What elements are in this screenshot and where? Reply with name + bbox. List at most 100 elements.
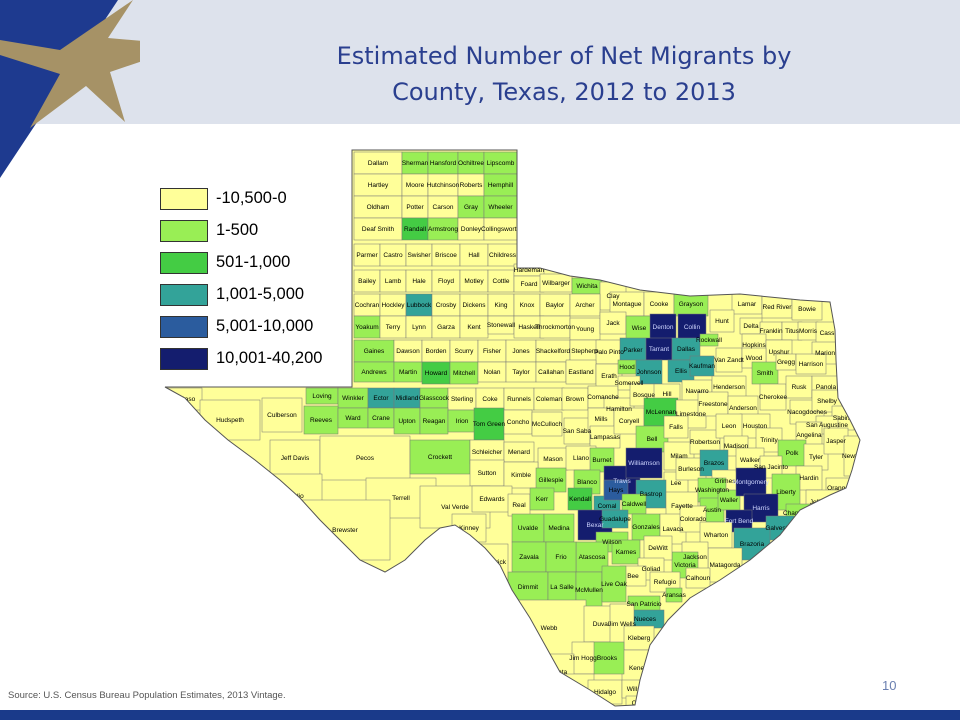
county-label: Kent bbox=[467, 324, 481, 331]
county-label: Jasper bbox=[826, 438, 846, 445]
county-label: Concho bbox=[507, 419, 530, 426]
county-label: Wichita bbox=[576, 283, 598, 290]
header-star-decoration bbox=[0, 0, 140, 178]
legend-label: 1,001-5,000 bbox=[216, 285, 305, 303]
county-label: Grayson bbox=[679, 301, 704, 308]
county-label: Hunt bbox=[715, 318, 729, 325]
county-label: Ward bbox=[345, 415, 361, 422]
county-label: Donley bbox=[461, 226, 482, 233]
county-la-salle bbox=[547, 571, 577, 603]
county-label: Tyler bbox=[809, 454, 824, 461]
county-brooks bbox=[589, 641, 625, 675]
county-label: Hidalgo bbox=[594, 689, 616, 696]
county-label: Collin bbox=[684, 324, 701, 331]
legend-label: 5,001-10,000 bbox=[216, 317, 314, 335]
county-karnes bbox=[611, 539, 641, 565]
county-label: Hemphill bbox=[488, 182, 514, 189]
county-label: Robertson bbox=[690, 439, 720, 446]
county-label: Red River bbox=[763, 304, 793, 311]
county-label: Kendall bbox=[569, 496, 591, 503]
county-label: Bee bbox=[627, 573, 639, 580]
county-label: Coryell bbox=[619, 418, 640, 425]
county-label: Blanco bbox=[577, 479, 597, 486]
county-label: Lavaca bbox=[663, 526, 684, 533]
county-label: Dickens bbox=[462, 302, 486, 309]
county-label: Galveston bbox=[765, 525, 795, 532]
county-harrison bbox=[795, 353, 827, 375]
county-label: Waller bbox=[720, 497, 739, 504]
county-label: Lee bbox=[671, 480, 682, 487]
county-label: Dallas bbox=[677, 346, 696, 353]
header-band bbox=[0, 0, 960, 124]
county-label: Parmer bbox=[356, 252, 378, 259]
county-label: Terrell bbox=[392, 495, 410, 502]
county-label: Houston bbox=[743, 423, 768, 430]
county-label: Brazos bbox=[704, 460, 725, 467]
county-label: Mason bbox=[543, 456, 563, 463]
county-label: Rockwall bbox=[696, 337, 723, 344]
county-label: Archer bbox=[575, 302, 595, 309]
county-label: Taylor bbox=[512, 369, 530, 376]
county-bell bbox=[635, 425, 669, 453]
county-label: Bosque bbox=[633, 392, 655, 399]
county-label: Comanche bbox=[587, 394, 619, 401]
county-rockwall bbox=[699, 333, 719, 347]
county-label: Lamar bbox=[738, 301, 757, 308]
county-label: Aransas bbox=[662, 592, 687, 599]
county-label: Deaf Smith bbox=[362, 226, 395, 233]
county-label: Liberty bbox=[776, 489, 796, 496]
county-label: Fort Bend bbox=[725, 518, 754, 525]
county-label: Sutton bbox=[478, 470, 497, 477]
county-label: Harris bbox=[752, 505, 770, 512]
county-label: Wilson bbox=[602, 539, 622, 546]
county-label: Gaines bbox=[364, 348, 385, 355]
title-line-2: County, Texas, 2012 to 2013 bbox=[392, 78, 736, 106]
county-label: Erath bbox=[601, 373, 617, 380]
county-dewitt bbox=[643, 535, 673, 561]
county-label: Palo Pinto bbox=[594, 349, 624, 356]
county-label: Cottle bbox=[493, 278, 510, 285]
county-label: Haskell bbox=[518, 324, 540, 331]
county-label: Victoria bbox=[674, 562, 696, 569]
county-label: Moore bbox=[406, 182, 425, 189]
legend-row: 501-1,000 bbox=[160, 252, 360, 276]
county-label: Fisher bbox=[483, 348, 502, 355]
county-label: Pecos bbox=[356, 455, 375, 462]
title-line-1: Estimated Number of Net Migrants by bbox=[336, 42, 792, 70]
county-palo-pinto bbox=[595, 339, 623, 365]
county-label: Hudspeth bbox=[216, 417, 244, 424]
county-label: Wilbarger bbox=[542, 280, 571, 287]
county-label: DeWitt bbox=[648, 545, 668, 552]
county-label: Hale bbox=[412, 278, 426, 285]
county-label: Reagan bbox=[423, 418, 446, 425]
county-label: Throckmorton bbox=[535, 324, 575, 331]
county-label: Briscoe bbox=[435, 252, 457, 259]
county-label: Wharton bbox=[704, 532, 729, 539]
county-label: Coke bbox=[482, 396, 498, 403]
county-label: Hockley bbox=[381, 302, 405, 309]
county-label: Montague bbox=[613, 301, 642, 308]
county-label: Winkler bbox=[342, 395, 365, 402]
county-label: Denton bbox=[653, 324, 674, 331]
county-label: Dallam bbox=[368, 160, 388, 167]
county-label: Willacy bbox=[627, 686, 648, 693]
county-label: Marion bbox=[815, 350, 835, 357]
county-label: Cochran bbox=[355, 302, 380, 309]
county-label: Shelby bbox=[817, 398, 838, 405]
county-label: Young bbox=[576, 326, 595, 333]
county-label: Jones bbox=[512, 348, 530, 355]
county-label: Kaufman bbox=[689, 363, 715, 370]
county-label: Fayette bbox=[671, 503, 693, 510]
county-label: Matagorda bbox=[709, 562, 740, 569]
county-label: McLennan bbox=[646, 409, 677, 416]
legend-row: -10,500-0 bbox=[160, 188, 360, 212]
county-label: King bbox=[494, 302, 507, 309]
county-label: Chambers bbox=[783, 510, 814, 517]
county-concho bbox=[503, 409, 533, 435]
county-label: Jackson bbox=[683, 554, 707, 561]
county-label: Collingsworth bbox=[481, 226, 520, 233]
county-zavala bbox=[511, 541, 547, 573]
county-label: Wheeler bbox=[488, 204, 513, 211]
county-mcculloch bbox=[531, 411, 563, 437]
county-label: Llano bbox=[573, 455, 589, 462]
